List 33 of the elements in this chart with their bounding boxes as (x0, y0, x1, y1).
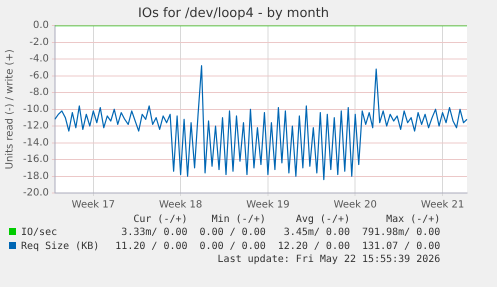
text: Last update: Fri May 22 15:55:39 2026 (216, 254, 442, 266)
legend-label: IO/sec (20, 226, 58, 240)
y-tick-label: -14.0 (23, 137, 49, 148)
y-tick-label: -16.0 (23, 154, 49, 166)
text: 12.20 / 0.00 (276, 240, 352, 254)
text: Min (-/+) (210, 214, 267, 226)
y-tick-label: -10.0 (23, 104, 49, 115)
text: Avg (-/+) (294, 214, 352, 226)
legend-label: Req Size (KB) (20, 240, 100, 254)
x-tick-label: Week 21 (420, 200, 464, 211)
x-tick-label: Week 18 (158, 200, 202, 211)
text: 0.00 / 0.00 (198, 226, 267, 240)
y-tick-label: -2.0 (29, 36, 49, 48)
text: 3.45m/ 0.00 (282, 226, 352, 240)
x-tick-label: Week 17 (72, 200, 115, 211)
y-tick-label: 0.0 (32, 20, 49, 32)
chart-title: IOs for /dev/loop4 - by month (138, 6, 329, 22)
y-tick-label: -20.0 (23, 188, 49, 199)
y-tick-label: -4.0 (29, 54, 49, 65)
text: 11.20 / 0.00 (114, 240, 189, 254)
text: 3.33m/ 0.00 (120, 226, 189, 240)
y-tick-label: -6.0 (29, 70, 49, 82)
text: Max (-/+) (385, 214, 442, 226)
y-tick-label: -18.0 (23, 170, 49, 182)
y-tick-label: -8.0 (29, 87, 49, 98)
text: 791.98m/ 0.00 (361, 226, 442, 240)
text: 131.07 / 0.00 (361, 240, 442, 254)
text: Cur (-/+) (132, 214, 189, 226)
y-axis-title: Units read (-) / write (+) (4, 49, 16, 170)
x-tick-label: Week 19 (246, 200, 290, 211)
x-tick-label: Week 20 (334, 200, 377, 211)
y-tick-label: -12.0 (23, 120, 49, 132)
text: 0.00 / 0.00 (198, 240, 267, 254)
